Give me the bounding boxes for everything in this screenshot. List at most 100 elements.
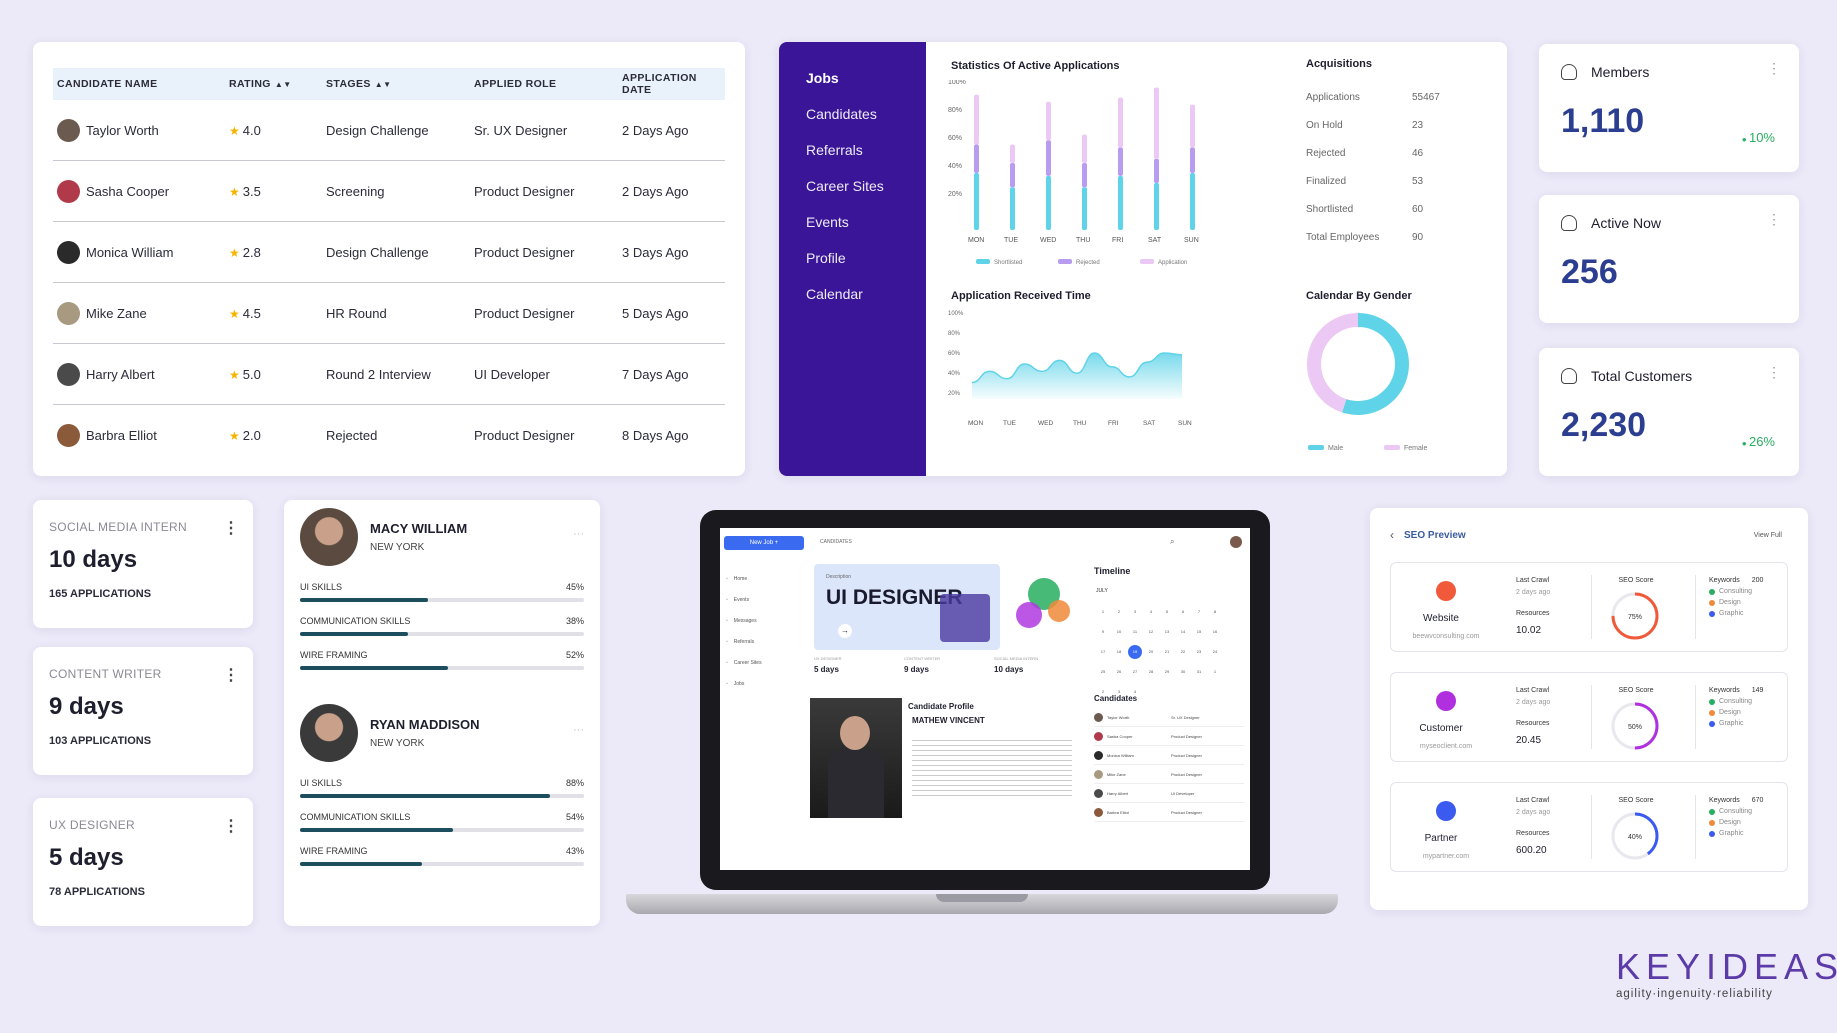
laptop-job-mini[interactable]: SOCIAL MEDIA INTERN 10 days (994, 656, 1074, 674)
laptop-nav-item[interactable]: ▫ Messages (726, 610, 762, 631)
calendar-day[interactable]: 6 (1181, 609, 1185, 614)
calendar-day[interactable]: 21 (1164, 649, 1170, 654)
header-name[interactable]: CANDIDATE NAME (57, 78, 158, 90)
laptop-nav-item[interactable]: ▫ Career Sites (726, 652, 762, 673)
laptop-candidate-row[interactable]: Harry Albert UI Developer (1094, 784, 1244, 803)
more-vertical-icon[interactable]: ⋮ (1767, 211, 1781, 227)
header-stages[interactable]: STAGES ▲▼ (326, 78, 392, 90)
divider (1591, 795, 1592, 859)
sidebar-item-jobs[interactable]: Jobs (806, 70, 839, 86)
laptop-job-mini[interactable]: UX DESIGNER 5 days (814, 656, 894, 674)
calendar-day[interactable]: 22 (1180, 649, 1186, 654)
more-horizontal-icon[interactable]: ··· (573, 528, 584, 540)
y-tick-label: 20% (948, 391, 961, 397)
more-vertical-icon[interactable]: ⋮ (223, 667, 239, 684)
sort-icon[interactable]: ▲▼ (374, 80, 392, 89)
table-row[interactable]: Monica William ★ 2.8 Design Challenge Produc… (53, 222, 725, 283)
calendar-day[interactable]: 12 (1148, 629, 1154, 634)
next-arrow-icon[interactable]: → (838, 624, 852, 638)
laptop-nav-item[interactable]: ▫ Referrals (726, 631, 762, 652)
calendar-day[interactable]: 7 (1197, 609, 1201, 614)
back-chevron-icon[interactable]: ‹ (1390, 528, 1394, 542)
job-card[interactable]: SOCIAL MEDIA INTERN 10 days 165 APPLICATIO… (33, 500, 253, 628)
more-vertical-icon[interactable]: ⋮ (1767, 60, 1781, 76)
keywords-col: Keywords 149 Consulting Design Graphic (1709, 687, 1763, 727)
table-row[interactable]: Sasha Cooper ★ 3.5 Screening Product Designe… (53, 161, 725, 222)
calendar-day[interactable]: 4 (1133, 689, 1137, 694)
header-date[interactable]: APPLICATION DATE (622, 72, 697, 96)
sidebar-item-career-sites[interactable]: Career Sites (806, 178, 884, 194)
sidebar-item-profile[interactable]: Profile (806, 250, 846, 266)
calendar-day[interactable]: 19 (1128, 645, 1142, 659)
calendar-day[interactable]: 14 (1180, 629, 1186, 634)
more-vertical-icon[interactable]: ⋮ (223, 520, 239, 537)
seo-row-website[interactable]: Website beewvconsulting.com Last Crawl 2 da… (1390, 562, 1788, 652)
header-role[interactable]: APPLIED ROLE (474, 78, 557, 90)
table-row[interactable]: Harry Albert ★ 5.0 Round 2 Interview UI Deve… (53, 344, 725, 405)
calendar-day[interactable]: 29 (1164, 669, 1170, 674)
job-card[interactable]: UX DESIGNER 5 days 78 APPLICATIONS ⋮ (33, 798, 253, 926)
sidebar-item-candidates[interactable]: Candidates (806, 106, 877, 122)
view-full-link[interactable]: View Full (1753, 531, 1782, 539)
calendar-day[interactable]: 30 (1180, 669, 1186, 674)
avatar[interactable] (1230, 536, 1242, 548)
calendar-day[interactable]: 1 (1101, 609, 1105, 614)
laptop-candidate-row[interactable]: Taylor Worth Sr. UX Designer (1094, 708, 1244, 727)
new-job-button[interactable]: New Job + (724, 536, 804, 550)
sidebar-item-calendar[interactable]: Calendar (806, 286, 863, 302)
laptop-candidate-row[interactable]: Monica William Product Designer (1094, 746, 1244, 765)
seo-row-partner[interactable]: Partner mypartner.com Last Crawl 2 days ago… (1390, 782, 1788, 872)
keyword-item: Graphic (1709, 720, 1763, 727)
calendar-day[interactable]: 15 (1196, 629, 1202, 634)
calendar-day[interactable]: 9 (1101, 629, 1105, 634)
calendar-day[interactable]: 31 (1196, 669, 1202, 674)
seo-row-customer[interactable]: Customer myseoclient.com Last Crawl 2 days … (1390, 672, 1788, 762)
laptop-candidate-row[interactable]: Barbra Elliot Product Designer (1094, 803, 1244, 822)
more-horizontal-icon[interactable]: ··· (573, 724, 584, 736)
calendar-day[interactable]: 3 (1117, 689, 1121, 694)
calendar-day[interactable]: 27 (1132, 669, 1138, 674)
calendar-day[interactable]: 11 (1132, 629, 1138, 634)
laptop-nav-item[interactable]: ▫ Home (726, 568, 762, 589)
calendar-day[interactable]: 20 (1148, 649, 1154, 654)
calendar-day[interactable]: 1 (1213, 669, 1217, 674)
x-tick-label: TUE (1004, 237, 1018, 244)
mini-days: 9 days (904, 665, 929, 674)
more-vertical-icon[interactable]: ⋮ (223, 818, 239, 835)
table-row[interactable]: Taylor Worth ★ 4.0 Design Challenge Sr. UX D… (53, 100, 725, 161)
laptop-candidate-row[interactable]: Sasha Cooper Product Designer (1094, 727, 1244, 746)
calendar-day[interactable]: 3 (1133, 609, 1137, 614)
search-icon[interactable]: ⌕ (1170, 537, 1175, 546)
laptop-breadcrumb[interactable]: CANDIDATES (820, 539, 852, 545)
calendar-day[interactable]: 10 (1116, 629, 1122, 634)
calendar-day[interactable]: 26 (1116, 669, 1122, 674)
laptop-job-mini[interactable]: CONTENT WRITER 9 days (904, 656, 984, 674)
calendar-day[interactable]: 25 (1100, 669, 1106, 674)
calendar-day[interactable]: 18 (1116, 649, 1122, 654)
calendar-day[interactable]: 13 (1164, 629, 1170, 634)
laptop-nav-item[interactable]: ▫ Events (726, 589, 762, 610)
calendar-day[interactable]: 17 (1100, 649, 1106, 654)
calendar-day[interactable]: 2 (1101, 689, 1105, 694)
calendar-day[interactable]: 5 (1165, 609, 1169, 614)
calendar-day[interactable]: 2 (1117, 609, 1121, 614)
calendar-day[interactable]: 16 (1212, 629, 1218, 634)
job-card[interactable]: CONTENT WRITER 9 days 103 APPLICATIONS ⋮ (33, 647, 253, 775)
calendar-day[interactable]: 28 (1148, 669, 1154, 674)
laptop-nav-item[interactable]: ▫ Jobs (726, 673, 762, 694)
mini-calendar[interactable]: 1 2 3 4 5 6 7 89 10 11 12 13 14 15 1617 18 19 20 21 22 23 242… (1096, 600, 1226, 700)
calendar-day[interactable]: 4 (1149, 609, 1153, 614)
sidebar-item-events[interactable]: Events (806, 214, 849, 230)
laptop-candidate-row[interactable]: Mike Zane Product Designer (1094, 765, 1244, 784)
acquisition-row: Total Employees 90 (1306, 232, 1456, 260)
jobs-main: Statistics Of Active Applications 100% 80… (926, 42, 1507, 476)
more-vertical-icon[interactable]: ⋮ (1767, 364, 1781, 380)
calendar-day[interactable]: 23 (1196, 649, 1202, 654)
table-row[interactable]: Barbra Elliot ★ 2.0 Rejected Product Designe… (53, 405, 725, 466)
calendar-day[interactable]: 24 (1212, 649, 1218, 654)
header-rating[interactable]: RATING ▲▼ (229, 78, 292, 90)
table-row[interactable]: Mike Zane ★ 4.5 HR Round Product Designer 5 D… (53, 283, 725, 344)
calendar-day[interactable]: 8 (1213, 609, 1217, 614)
sort-icon[interactable]: ▲▼ (274, 80, 292, 89)
sidebar-item-referrals[interactable]: Referrals (806, 142, 863, 158)
